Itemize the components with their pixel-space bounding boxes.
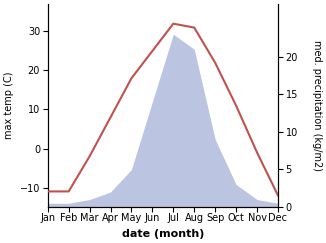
- X-axis label: date (month): date (month): [122, 229, 204, 239]
- Y-axis label: max temp (C): max temp (C): [4, 72, 14, 139]
- Y-axis label: med. precipitation (kg/m2): med. precipitation (kg/m2): [312, 40, 322, 171]
